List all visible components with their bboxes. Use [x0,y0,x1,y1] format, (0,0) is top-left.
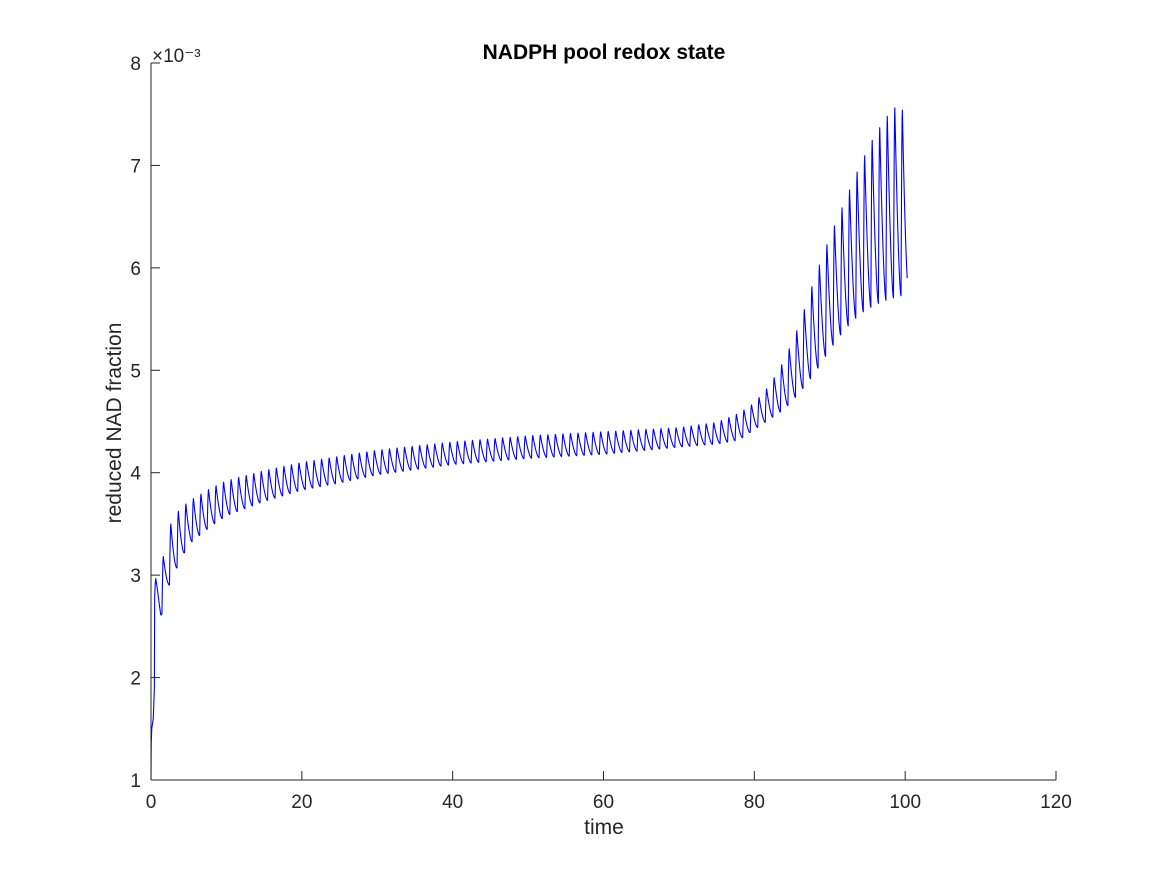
x-tick-label: 0 [146,792,157,813]
y-tick-label: 4 [130,464,141,485]
x-tick-label: 20 [291,792,312,813]
axes: 0 20 40 60 80 100 120 1 2 3 4 5 6 7 8 [130,54,1071,813]
x-tick-label: 60 [593,792,614,813]
x-tick-label: 100 [889,792,921,813]
y-tick-label: 2 [130,669,141,690]
x-tick-label: 40 [442,792,463,813]
x-axis-label: time [584,816,624,839]
y-tick-label: 3 [130,566,141,587]
series-line [150,107,908,781]
y-tick-label: 7 [130,156,141,177]
y-tick-label: 6 [130,259,141,280]
y-axis-exponent-label: ×10⁻³ [152,46,201,67]
plot-area [150,107,908,781]
chart-title: NADPH pool redox state [483,41,726,64]
y-axis-label: reduced NAD fraction [103,323,126,524]
x-tick-label: 80 [744,792,765,813]
y-tick-label: 1 [130,771,141,792]
y-tick-label: 8 [130,54,141,75]
x-tick-label: 120 [1040,792,1072,813]
y-tick-label: 5 [130,361,141,382]
